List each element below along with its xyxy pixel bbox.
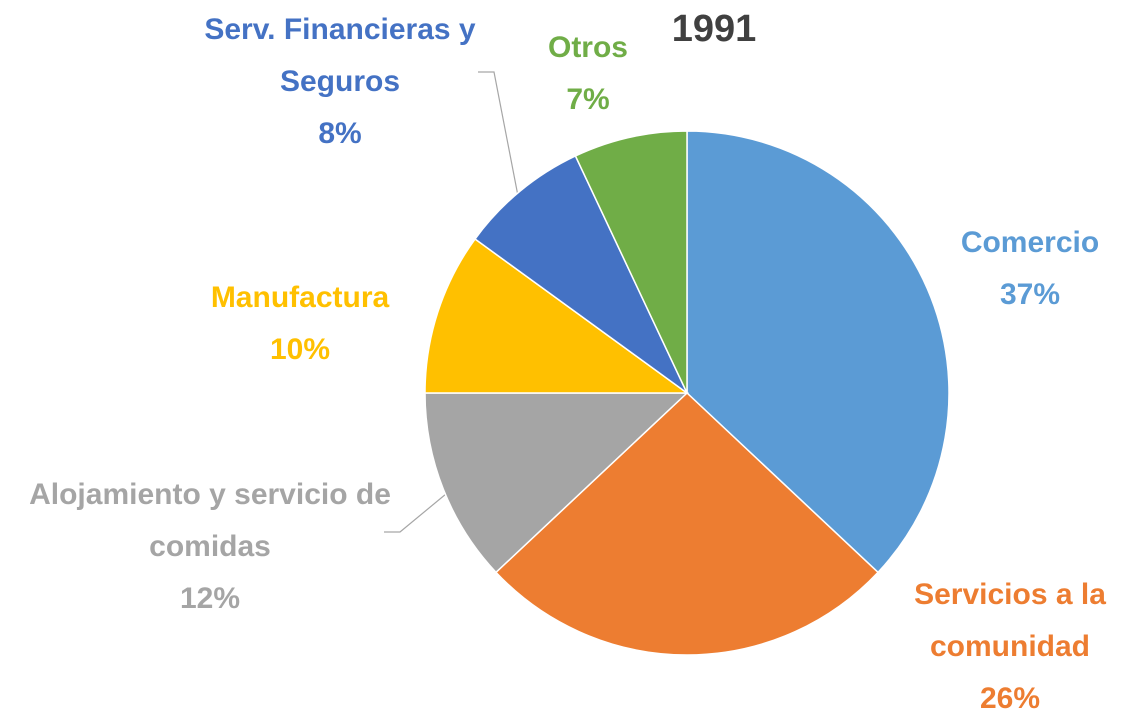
pie-slice xyxy=(473,154,688,394)
category-label: Manufactura xyxy=(210,281,390,314)
category-label: Alojamiento y servicio de comidas xyxy=(29,478,391,563)
slice-label: Otros 7% xyxy=(513,22,663,126)
value-label: 7% xyxy=(566,83,610,116)
pie-slice xyxy=(424,237,690,394)
pie-slice xyxy=(424,392,689,574)
value-label: 12% xyxy=(179,582,241,615)
value-label: 10% xyxy=(269,333,331,366)
pie-slice xyxy=(494,391,880,656)
chart-title: 1991 xyxy=(671,8,757,50)
value-label: 8% xyxy=(318,117,362,150)
slice-label: Manufactura 10% xyxy=(150,272,450,376)
category-label: Comercio xyxy=(960,226,1100,259)
slice-label: Servicios a la comunidad 26% xyxy=(885,569,1135,725)
leader-line xyxy=(478,71,519,197)
pie-slice xyxy=(574,130,688,394)
slice-label: Serv. Financieras y Seguros 8% xyxy=(193,4,488,160)
category-label: Serv. Financieras y Seguros xyxy=(204,13,476,98)
value-label: 37% xyxy=(999,278,1061,311)
pie-slice xyxy=(686,130,950,574)
slice-label: Alojamiento y servicio de comidas 12% xyxy=(10,469,410,625)
value-label: 26% xyxy=(979,682,1041,715)
leader-line xyxy=(384,488,453,533)
category-label: Otros xyxy=(547,31,628,64)
category-label: Servicios a la comunidad xyxy=(914,578,1106,663)
slice-label: Comercio 37% xyxy=(930,217,1130,321)
